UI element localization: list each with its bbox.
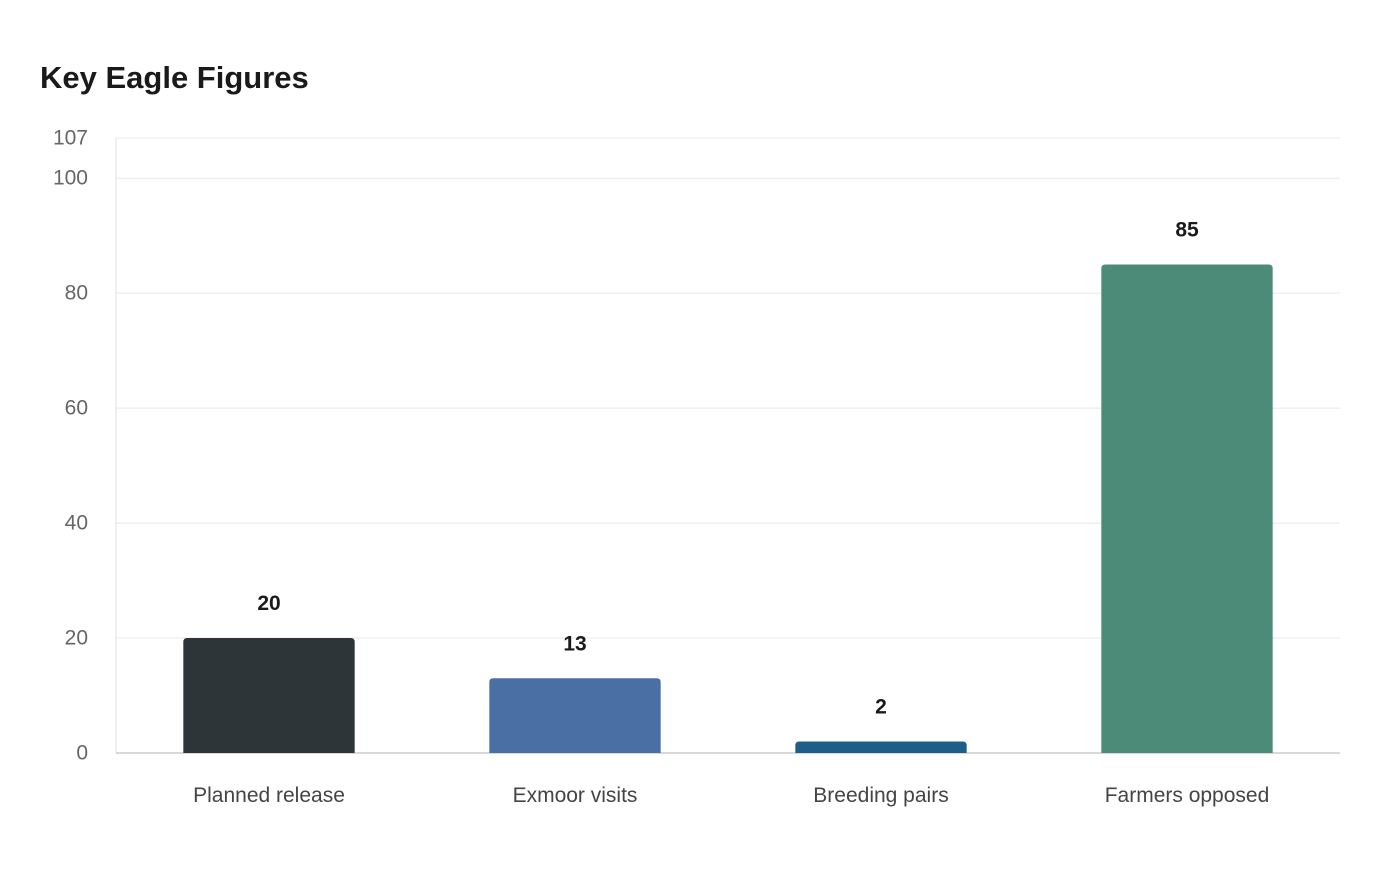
bar-value-label: 20: [257, 592, 280, 615]
bar-value-label: 2: [875, 696, 887, 719]
bar-exmoor-visits[interactable]: [489, 678, 661, 753]
chart-title: Key Eagle Figures: [40, 60, 309, 95]
y-tick-label: 80: [65, 282, 88, 305]
bar-farmers-opposed[interactable]: [1101, 264, 1273, 753]
y-tick-label: 100: [53, 167, 88, 190]
x-category-label: Planned release: [193, 784, 345, 807]
x-category-label: Farmers opposed: [1105, 784, 1270, 807]
bar-value-label: 85: [1175, 218, 1199, 241]
x-category-label: Exmoor visits: [513, 784, 638, 807]
y-tick-label: 40: [65, 512, 88, 535]
y-tick-label: 0: [76, 742, 88, 765]
bar-planned-release[interactable]: [183, 638, 355, 753]
x-category-label: Breeding pairs: [813, 784, 948, 807]
bar-breeding-pairs[interactable]: [795, 741, 967, 753]
bar-value-label: 13: [563, 632, 586, 655]
y-tick-label: 107: [53, 127, 88, 150]
bars: [183, 264, 1273, 753]
labels: 0 20 40 60 80 100 107 20 Planned release 13 Exmoor…: [53, 127, 1269, 808]
y-tick-label: 20: [65, 627, 88, 650]
y-tick-label: 60: [65, 397, 88, 420]
